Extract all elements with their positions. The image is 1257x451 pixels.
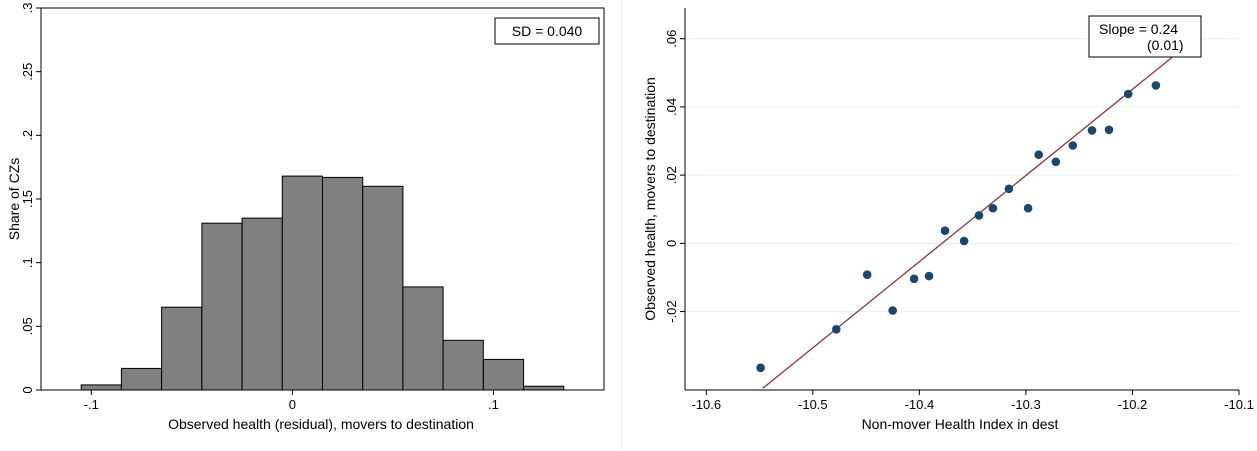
- scatter-x-tick-label: -10.2: [1118, 397, 1148, 412]
- histogram-y-tick-label: .1: [20, 257, 35, 268]
- histogram-annotation-box: SD = 0.040: [494, 17, 600, 45]
- scatter-y-tick-label: .04: [664, 98, 679, 116]
- histogram-bar: [442, 339, 484, 391]
- scatter-point: [988, 203, 998, 213]
- scatter-y-axis: -.02 0 .02 .04 .06: [664, 30, 685, 323]
- histogram-bar: [402, 286, 444, 391]
- histogram-y-tick-label: 0: [20, 386, 35, 393]
- scatter-x-axis: -10.6 -10.5 -10.4 -10.3 -10.2 -10.1: [691, 390, 1254, 412]
- scatter-x-tick-label: -10.5: [798, 397, 828, 412]
- histogram-y-tick-label: .15: [20, 190, 35, 208]
- scatter-x-tick-label: -10.6: [691, 397, 721, 412]
- scatter-point: [924, 271, 934, 281]
- scatter-chart: -.02 0 .02 .04 .06 -10.6 -10.5 -10.4 -10.3 -10.2…: [642, 8, 1254, 432]
- scatter-point: [832, 325, 841, 334]
- scatter-point: [756, 363, 765, 373]
- slope-annotation-box: Slope = 0.24 (0.01): [1088, 15, 1202, 58]
- scatter-y-tick-label: .06: [664, 30, 679, 48]
- histogram-y-tick-label: .05: [20, 317, 35, 335]
- scatter-point: [1068, 141, 1078, 150]
- histogram-bar: [281, 175, 323, 391]
- histogram-x-tick-label: -.1: [84, 397, 99, 412]
- histogram-x-axis-label: Observed health (residual), movers to de…: [168, 416, 474, 432]
- scatter-x-tick-label: -10.3: [1011, 397, 1041, 412]
- histogram-bar: [161, 306, 203, 391]
- histogram-x-axis: -.1 0 .1: [84, 390, 499, 412]
- scatter-x-tick-label: -10.1: [1224, 397, 1254, 412]
- scatter-x-axis-label: Non-mover Health Index in dest: [862, 416, 1059, 432]
- histogram-bars: [80, 175, 565, 391]
- histogram-bar: [241, 217, 283, 391]
- histogram-bar: [80, 384, 122, 391]
- scatter-y-axis-label: Observed health, movers to destination: [642, 77, 658, 321]
- histogram-bar: [482, 358, 525, 391]
- scatter-point: [974, 211, 984, 220]
- scatter-gridlines: [685, 38, 1239, 313]
- scatter-point: [1104, 125, 1114, 135]
- histogram-y-tick-label: .2: [20, 130, 35, 141]
- scatter-point: [862, 270, 872, 280]
- histogram-bar: [362, 185, 404, 391]
- scatter-x-tick-label: -10.4: [905, 397, 935, 412]
- scatter-points: [756, 81, 1161, 373]
- scatter-point: [909, 274, 919, 284]
- slope-annotation: Slope = 0.24: [1099, 21, 1178, 37]
- scatter-point: [1034, 150, 1043, 159]
- scatter-point: [940, 226, 950, 235]
- histogram-bar: [120, 367, 163, 391]
- histogram-x-tick-label: 0: [289, 397, 296, 412]
- panel-divider: [621, 0, 622, 451]
- fit-line: [762, 56, 1173, 389]
- histogram-bar: [523, 385, 565, 391]
- histogram-x-tick-label: .1: [488, 397, 499, 412]
- scatter-y-tick-label: -.02: [664, 300, 679, 322]
- scatter-point: [1023, 203, 1033, 213]
- scatter-y-tick-label: 0: [664, 240, 679, 247]
- scatter-y-tick-label: .02: [664, 166, 679, 184]
- histogram-y-tick-label: .25: [20, 63, 35, 81]
- scatter-point: [1123, 89, 1133, 99]
- histogram-chart: 0 .05 .1 .15 .2 .25 .3 -.1 0 .1 Share of CZs Obs…: [6, 3, 605, 432]
- slope-standard-error: (0.01): [1147, 37, 1184, 53]
- histogram-sd-annotation: SD = 0.040: [512, 23, 583, 39]
- histogram-y-tick-label: .3: [20, 3, 35, 14]
- scatter-point: [1051, 157, 1061, 167]
- histogram-y-axis-label: Share of CZs: [6, 158, 22, 240]
- histogram-y-axis: 0 .05 .1 .15 .2 .25 .3: [20, 3, 41, 394]
- scatter-point: [959, 236, 969, 246]
- scatter-point: [1004, 184, 1014, 194]
- histogram-bar: [322, 176, 364, 391]
- scatter-point: [1087, 126, 1097, 135]
- scatter-point: [1151, 81, 1161, 90]
- histogram-bar: [201, 222, 243, 391]
- scatter-point: [888, 306, 897, 315]
